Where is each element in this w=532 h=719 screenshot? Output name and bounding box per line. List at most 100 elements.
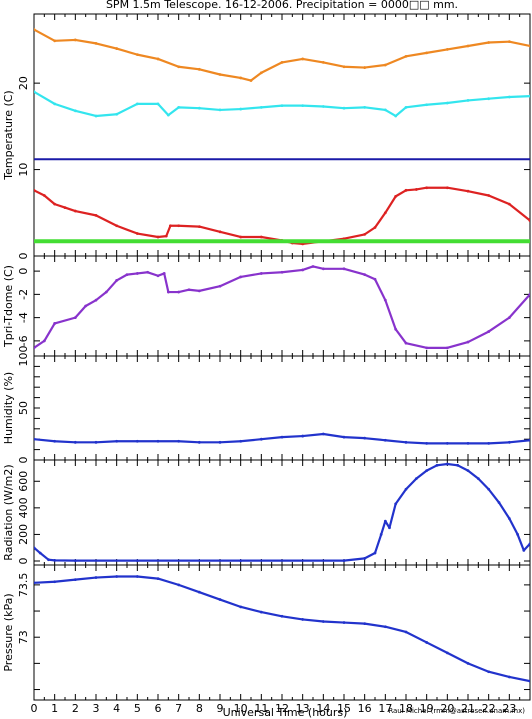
x-tick-label: 0 <box>31 702 38 715</box>
data-point <box>425 186 429 190</box>
data-point <box>259 71 263 75</box>
data-point <box>487 41 491 44</box>
x-tick-label: 23 <box>502 702 516 715</box>
x-tick-label: 4 <box>113 702 120 715</box>
data-point <box>456 463 460 467</box>
data-point <box>507 202 511 206</box>
data-point <box>94 298 98 302</box>
data-point <box>342 621 346 624</box>
y-tick-label: 73.5 <box>17 573 30 598</box>
x-tick-label: 6 <box>155 702 162 715</box>
data-point <box>156 57 160 61</box>
data-point <box>166 290 170 294</box>
data-point <box>280 435 284 439</box>
data-point <box>177 224 181 228</box>
panel-frame <box>33 13 531 257</box>
data-point <box>301 618 305 621</box>
x-tick-label: 21 <box>461 702 475 715</box>
data-point <box>218 598 222 601</box>
data-point <box>177 583 181 587</box>
data-point <box>156 274 160 278</box>
data-point <box>135 102 139 106</box>
data-point <box>466 189 470 193</box>
data-point <box>218 108 222 112</box>
series-group <box>34 265 530 350</box>
x-tick-label: 15 <box>337 702 351 715</box>
series-line-orange <box>34 28 530 82</box>
data-point <box>104 290 108 294</box>
data-point <box>73 559 77 563</box>
data-point <box>84 304 88 308</box>
data-point <box>373 226 377 229</box>
data-point <box>218 230 222 234</box>
data-point <box>445 48 449 51</box>
x-tick-label: 3 <box>93 702 100 715</box>
x-tick-label: 1 <box>51 702 58 715</box>
data-point <box>197 225 201 229</box>
data-point <box>162 272 166 275</box>
data-point <box>301 434 305 438</box>
data-point <box>73 209 77 213</box>
data-point <box>197 289 201 293</box>
data-point <box>47 558 50 562</box>
panel-frame <box>33 564 531 701</box>
y-tick-label: 0 <box>17 253 30 260</box>
data-point <box>34 437 36 441</box>
data-point <box>528 94 530 98</box>
data-point <box>34 28 36 31</box>
data-point <box>73 38 77 42</box>
data-point <box>404 105 408 109</box>
credit-text: Raul Michel (rmm@astrosen.unam.mx) <box>388 707 525 715</box>
y-tick-label: 100 <box>17 346 30 367</box>
data-point <box>218 440 222 444</box>
data-point <box>259 437 263 441</box>
series-line-red <box>34 186 530 245</box>
data-point <box>487 441 491 445</box>
data-point <box>363 436 367 440</box>
data-point <box>301 104 305 108</box>
x-tick-label: 22 <box>482 702 496 715</box>
data-point <box>259 610 263 614</box>
data-point <box>63 206 67 210</box>
x-tick-label: 12 <box>275 702 289 715</box>
data-point <box>445 101 449 105</box>
x-axis: 0 1 2 3 4 5 6 7 8 9 10 11 12 13 14 15 16 17 18 19 20 21 22 23 <box>31 702 517 715</box>
data-point <box>383 108 387 112</box>
data-point <box>135 272 139 275</box>
data-point <box>414 188 418 191</box>
data-point <box>239 605 243 609</box>
data-point <box>466 99 470 102</box>
data-point <box>34 90 36 94</box>
data-point <box>394 327 398 331</box>
data-point <box>94 41 98 45</box>
y-tick-label: 73 <box>17 630 30 644</box>
y-tick-label: 0 <box>17 457 30 464</box>
data-point <box>388 526 391 530</box>
data-point <box>445 186 449 190</box>
data-point <box>177 105 181 109</box>
data-point <box>507 316 511 320</box>
data-point <box>115 112 119 116</box>
data-point <box>414 477 418 481</box>
series-line-blue <box>34 575 530 683</box>
data-point <box>135 559 139 563</box>
data-point <box>94 440 98 444</box>
data-point <box>177 439 181 443</box>
data-point <box>507 440 511 444</box>
data-point <box>466 44 470 48</box>
data-point <box>301 268 305 272</box>
data-point <box>156 235 160 239</box>
x-tick-label: 19 <box>420 702 434 715</box>
data-point <box>73 109 77 113</box>
series-line-blue <box>34 432 530 445</box>
data-point <box>197 440 201 444</box>
x-tick-label: 9 <box>217 702 224 715</box>
data-point <box>445 462 449 466</box>
data-point <box>321 267 325 271</box>
data-point <box>239 275 243 279</box>
x-axis-label: Universal Time (hours) <box>223 706 348 719</box>
data-point <box>342 267 346 271</box>
data-point <box>363 232 367 236</box>
